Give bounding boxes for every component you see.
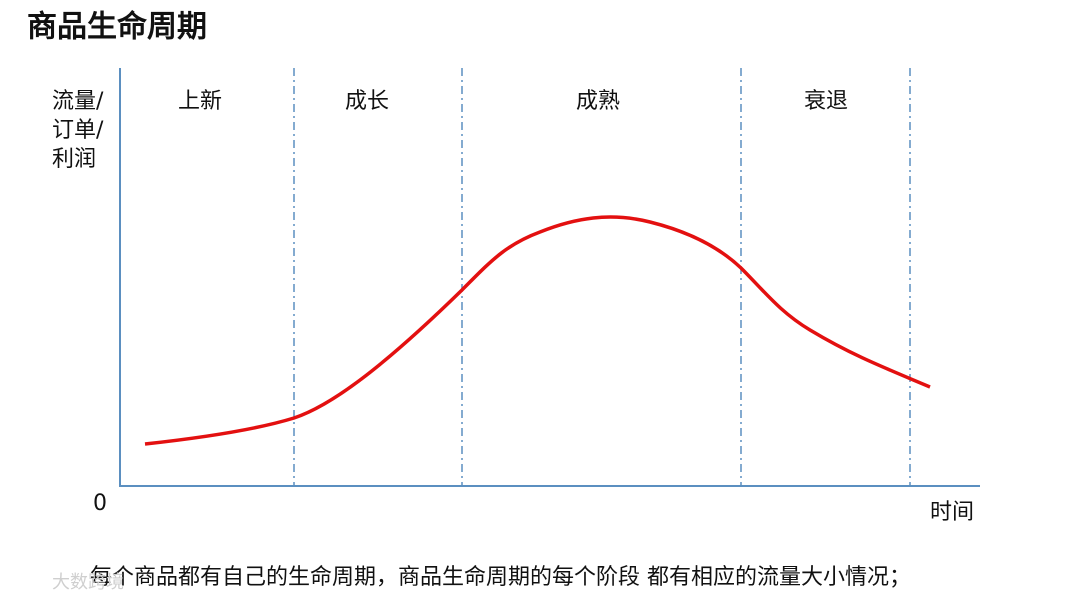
lifecycle-curve: [144, 215, 931, 446]
caption: 每个商品都有自己的生命周期，商品生命周期的每个阶段 都有相应的流量大小情况；: [90, 565, 911, 590]
x-axis-label: 时间: [930, 500, 974, 525]
y-axis-label: 订单/: [52, 118, 104, 143]
phase-label: 衰退: [804, 89, 848, 114]
phase-label: 成熟: [576, 89, 620, 114]
phase-label: 成长: [345, 89, 389, 114]
phase-label: 上新: [178, 89, 222, 114]
phase-dividers: [293, 68, 911, 486]
origin-label: 0: [93, 491, 107, 516]
watermark: 大数跨境: [52, 572, 124, 593]
title: 商品生命周期: [27, 10, 207, 45]
y-axis-label: 利润: [52, 147, 96, 172]
y-axis-label: 流量/: [52, 89, 104, 114]
